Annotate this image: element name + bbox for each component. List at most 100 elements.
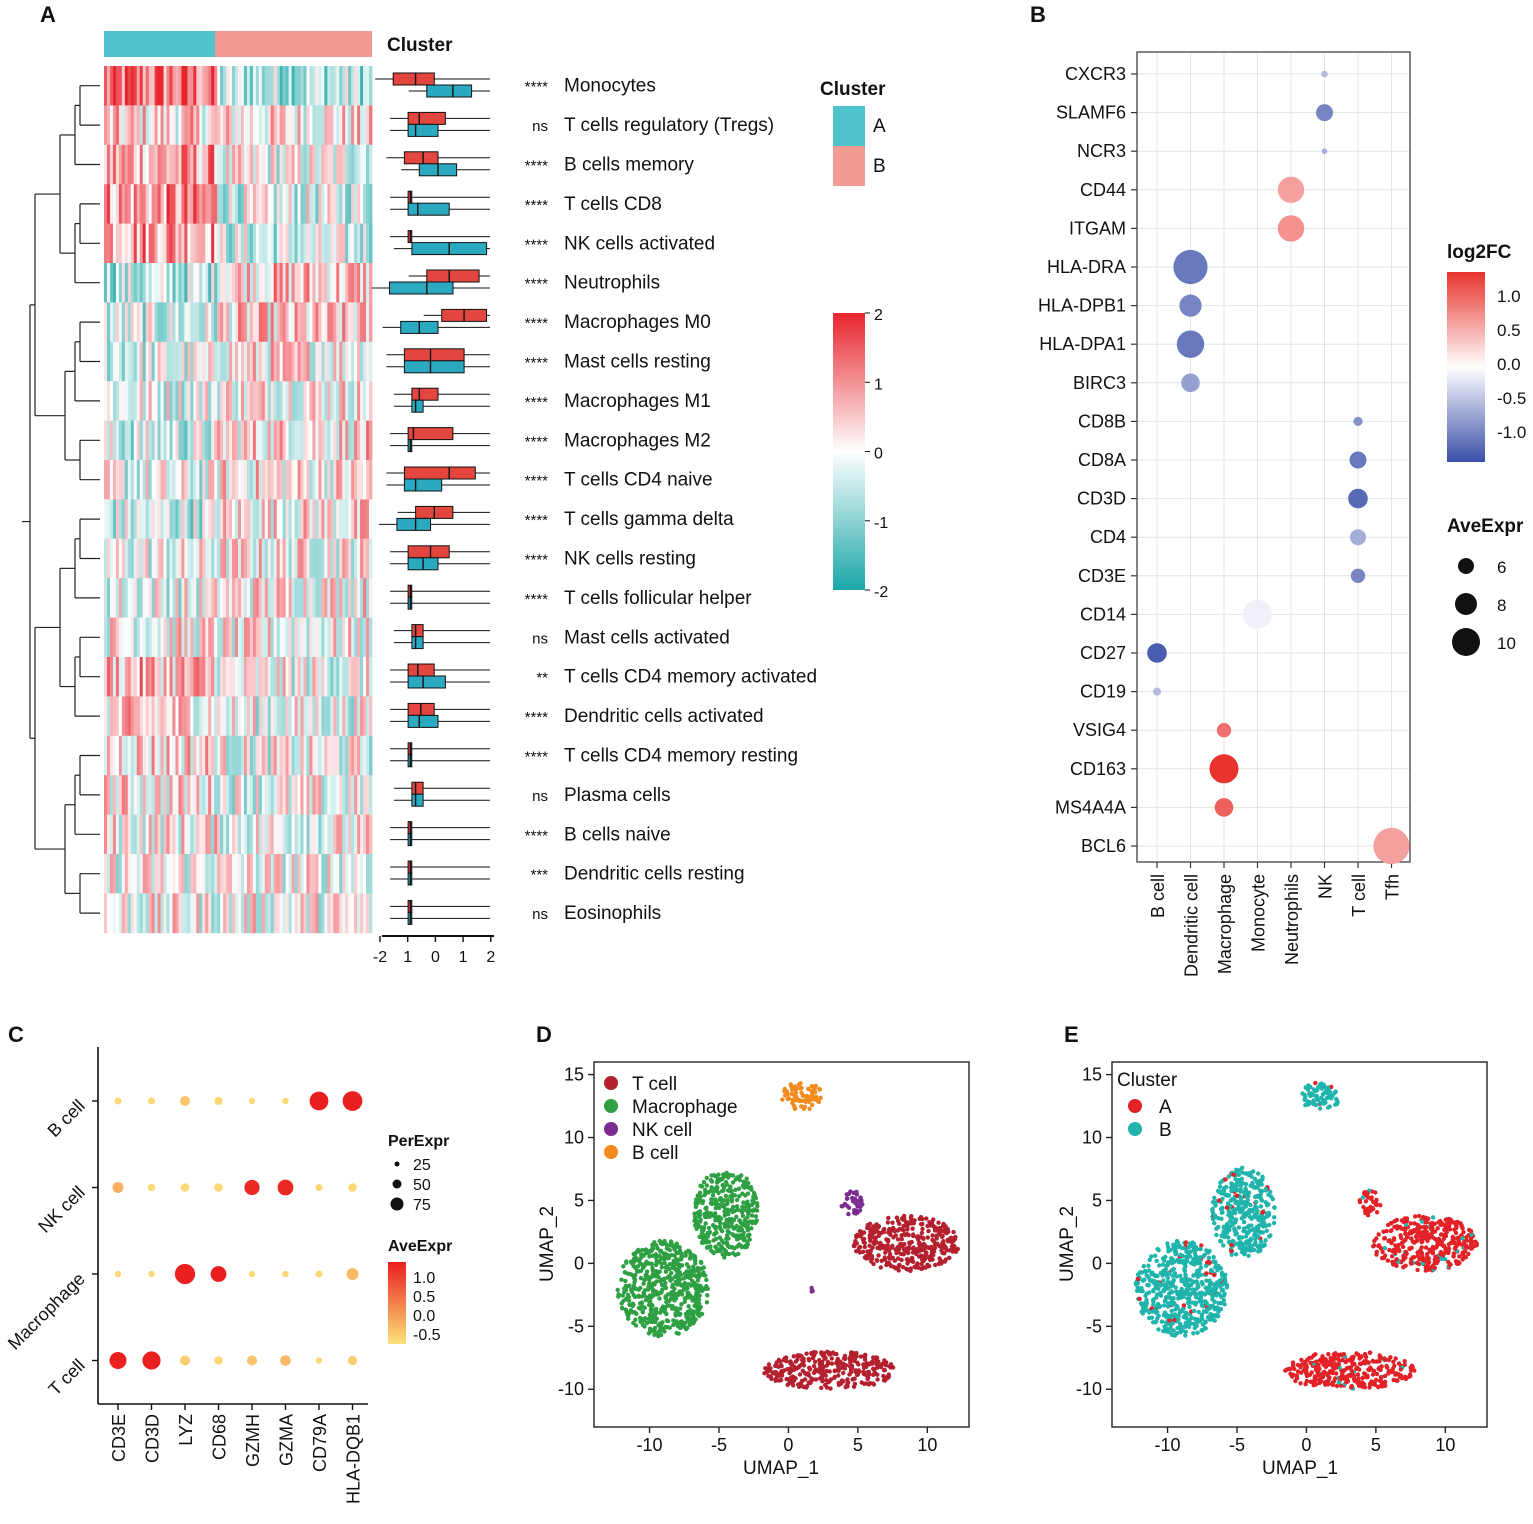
- umap-cell: [953, 1234, 958, 1240]
- heatmap-cell: [130, 184, 135, 224]
- umap-cell: [660, 1327, 666, 1332]
- heatmap-cell: [318, 499, 322, 540]
- heatmap-cell: [223, 460, 227, 500]
- heatmap-cell: [336, 341, 340, 382]
- heatmap-cell: [345, 105, 349, 146]
- umap-cell: [832, 1375, 837, 1381]
- heatmap-cell: [166, 617, 170, 658]
- heatmap-cell: [202, 66, 206, 106]
- umap-cell: [860, 1237, 866, 1242]
- heatmap-cell: [118, 854, 123, 894]
- heatmap-cell: [249, 854, 254, 894]
- heatmap-cell: [190, 657, 194, 697]
- heatmap-cell: [202, 854, 206, 894]
- umap-cell: [906, 1246, 911, 1252]
- umap-cell: [1337, 1365, 1342, 1370]
- heatmap-cell: [288, 893, 292, 934]
- umap-cell: [671, 1289, 676, 1295]
- heatmap-cell: [106, 538, 111, 579]
- heatmap-cell: [196, 893, 200, 934]
- heatmap-cell: [366, 184, 370, 224]
- heatmap-cell: [136, 223, 141, 264]
- heatmap-cell: [199, 105, 203, 146]
- heatmap-cell: [363, 105, 367, 146]
- heatmap-cell: [154, 499, 158, 540]
- heatmap-cell: [196, 184, 200, 224]
- heatmap-cell: [366, 893, 370, 934]
- umap-cell: [681, 1323, 687, 1328]
- heatmap-cell: [151, 735, 156, 776]
- umap-cell: [865, 1376, 870, 1382]
- umap-cell: [1411, 1229, 1417, 1234]
- heatmap-cell: [297, 302, 301, 343]
- heatmap-cell: [267, 735, 272, 776]
- heatmap-cell: [136, 854, 141, 894]
- umap-cell: [663, 1285, 669, 1291]
- heatmap-cell: [282, 696, 287, 737]
- umap-cell: [721, 1203, 726, 1208]
- umap-cell: [1446, 1221, 1451, 1226]
- heatmap-cell: [306, 302, 310, 343]
- heatmap-cell: [291, 223, 295, 264]
- heatmap-cell: [240, 538, 245, 579]
- heatmap-cell: [366, 144, 370, 185]
- heatmap-cell: [285, 657, 290, 697]
- heatmap-cell: [321, 775, 325, 815]
- heatmap-cell: [366, 223, 370, 264]
- umap-cell: [1357, 1367, 1362, 1372]
- heatmap-cell: [348, 460, 352, 500]
- a-row-label: NK cells resting: [564, 549, 696, 570]
- umap-cell: [769, 1376, 774, 1382]
- heatmap-cell: [357, 420, 361, 461]
- heatmap-cell: [115, 538, 120, 579]
- heatmap-cell: [193, 341, 197, 382]
- umap-cell: [1380, 1255, 1385, 1261]
- heatmap-cell: [178, 105, 182, 146]
- heatmap-cell: [360, 460, 364, 500]
- heatmap-cell: [282, 735, 287, 776]
- umap-cell: [879, 1258, 884, 1264]
- heatmap-cell: [223, 381, 227, 421]
- heatmap-cell: [351, 499, 355, 540]
- heatmap-cell: [232, 420, 236, 461]
- heatmap-cell: [104, 144, 108, 185]
- heatmap-cell: [303, 499, 307, 540]
- heatmap-cell: [330, 223, 334, 264]
- heatmap-cell: [175, 775, 179, 815]
- a-row-label: Dendritic cells resting: [564, 864, 745, 885]
- heatmap-cell: [232, 854, 236, 894]
- umap-cell: [1314, 1377, 1319, 1382]
- heatmap-cell: [333, 499, 337, 540]
- umap-cell: [871, 1228, 876, 1234]
- heatmap-cell: [163, 144, 167, 185]
- umap-cell: [785, 1096, 791, 1102]
- heatmap-cell: [261, 263, 266, 303]
- heatmap-cell: [106, 381, 111, 421]
- umap-cell: [648, 1312, 654, 1317]
- heatmap-cell: [267, 223, 272, 264]
- b-size-swatch: [1458, 558, 1474, 574]
- umap-cell: [650, 1246, 656, 1251]
- heatmap-cell: [202, 105, 206, 146]
- heatmap-cell: [300, 223, 304, 264]
- heatmap-cell: [297, 223, 301, 264]
- heatmap-cell: [202, 381, 206, 421]
- heatmap-cell: [208, 144, 212, 185]
- heatmap-cell: [133, 420, 138, 461]
- heatmap-cell: [297, 341, 301, 382]
- box-b: [403, 348, 465, 362]
- heatmap-cell: [175, 578, 179, 618]
- heatmap-cell: [160, 341, 164, 382]
- umap-cell: [809, 1088, 814, 1094]
- heatmap-cell: [211, 893, 215, 934]
- heatmap-cell: [226, 814, 230, 855]
- heatmap-cell: [148, 538, 153, 579]
- umap-cell: [684, 1314, 689, 1319]
- heatmap-cell: [312, 814, 316, 855]
- heatmap-cell: [258, 578, 263, 618]
- heatmap-cell: [342, 460, 346, 500]
- umap-cell: [874, 1223, 879, 1228]
- heatmap-cell: [315, 657, 319, 697]
- heatmap-cell: [104, 223, 108, 264]
- umap-cell: [1379, 1355, 1384, 1361]
